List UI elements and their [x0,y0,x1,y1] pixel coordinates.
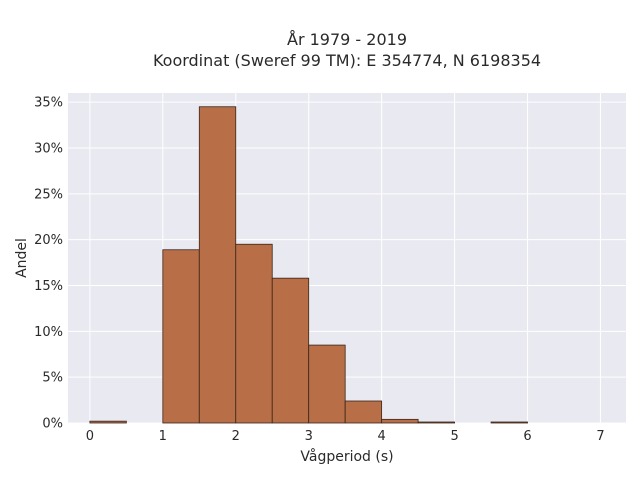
y-axis-label: Andel [14,238,30,278]
x-tick-label: 1 [159,429,167,444]
y-tick-label: 15% [34,279,63,294]
x-tick-label: 7 [596,429,604,444]
chart-title-line1: År 1979 - 2019 [287,30,407,49]
x-tick-label: 0 [86,429,94,444]
histogram-bar [490,421,528,424]
grid-lines [68,93,626,424]
chart-title-line2: Koordinat (Sweref 99 TM): E 354774, N 61… [153,51,541,70]
x-tick-label: 3 [305,429,313,444]
histogram-bar [235,243,273,424]
y-tick-label: 0% [42,417,63,432]
histogram-bar [381,418,419,424]
histogram-bar [417,421,455,424]
histogram-bar [198,106,237,424]
histogram-bar [308,344,346,424]
y-tick-label: 25% [34,187,63,202]
x-tick-label: 5 [450,429,458,444]
histogram-bar [344,400,383,424]
bars [89,106,528,424]
y-tick-label: 30% [34,142,63,157]
x-tick-label: 6 [523,429,531,444]
tick-labels: 0 1 2 3 4 5 6 7 0% 5% 10% 15% 20% 25% 30% 35% [34,96,605,444]
y-tick-label: 10% [34,325,63,340]
x-tick-label: 4 [378,429,386,444]
histogram-bar [271,277,310,424]
x-tick-label: 2 [232,429,240,444]
histogram-bar [89,420,127,424]
y-tick-label: 35% [34,96,63,111]
y-tick-label: 20% [34,233,63,248]
y-tick-label: 5% [42,371,63,386]
plot-area [68,93,626,423]
histogram-bar [162,249,200,424]
x-axis-label: Vågperiod (s) [300,448,393,465]
